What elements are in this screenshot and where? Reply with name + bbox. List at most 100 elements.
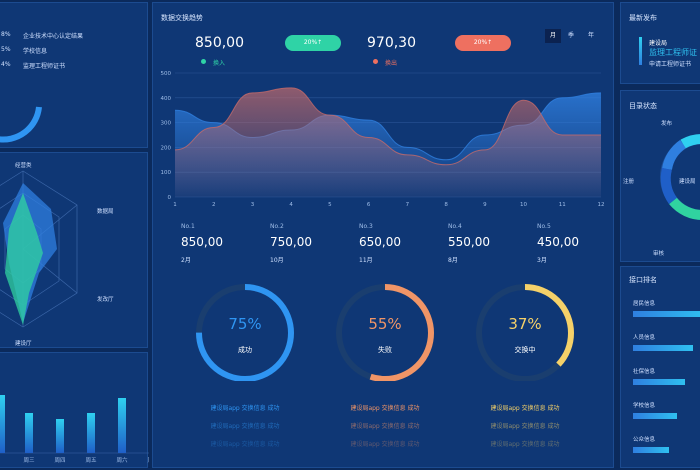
tab-month[interactable]: 月 [545,29,561,43]
radar-panel: 经营类 数据局 发改厅 建设厅 [0,152,148,348]
latest-org: 建设局 [649,40,668,47]
latest-panel: 最新发布 建设局 监理工程师证 申请工程师证书 [620,2,700,84]
rank-bar [633,447,669,453]
stat-value: 450,00 [537,235,579,249]
bar [25,413,33,453]
stat-rank: No.3 [359,223,373,230]
radar-label-3: 建设厅 [15,339,32,347]
gauge-label: 失败 [378,346,392,354]
latest-marker [639,37,642,65]
item-1-pct: 8% [1,31,11,38]
gauge-arc [476,284,574,381]
stat-rank: No.4 [448,223,462,230]
gauge-label: 交换中 [514,346,536,354]
gauges-row: 75% 成功 建设局app 交换信息 成功 建设局app 交换信息 成功 建设局… [153,281,615,461]
bar [56,419,64,453]
stat-value: 650,00 [359,235,401,249]
main-title: 数据交换趋势 [161,14,203,22]
bar [87,413,95,453]
main-panel: 数据交换趋势 850,00 20%↑ 970,30 20%↑ 月 季 年 换入 … [152,2,614,468]
bar-label: 周五 [85,457,97,464]
tab-year[interactable]: 年 [587,32,594,39]
status-org: 建设局 [679,177,696,185]
gauge-arc [336,284,434,381]
x-tick-label: 7 [406,202,410,208]
y-tick-label: 200 [161,145,172,151]
x-tick-label: 8 [444,202,448,208]
rank-bar [633,345,693,351]
latest-sub: 申请工程师证书 [649,61,692,68]
stat-month: 3月 [537,257,547,264]
x-tick-label: 4 [289,202,293,208]
stat-month: 2月 [181,257,191,264]
status-donut: 发布 注册 审核 建设局 [623,119,700,257]
radar-label-0: 经营类 [15,161,32,169]
bar-panel: 周三 周四 周五 周六 周日 [0,352,149,468]
x-tick-label: 11 [559,202,566,208]
gauge-ring [476,284,574,381]
out-value: 970,30 [367,35,416,51]
radar-label-2: 发改厅 [97,295,114,303]
y-tick-label: 300 [161,121,172,127]
radar-chart: 经营类 数据局 发改厅 建设厅 [0,161,114,347]
x-tick-label: 1 [173,202,177,208]
tab-quarter[interactable]: 季 [567,32,574,39]
legend-out-label: 换出 [385,60,398,67]
gauge-line-3: 建设局app 交换信息 成功 [350,441,420,448]
stats-row: No.1 850,00 2月 No.2 750,00 10月 No.3 650,00… [153,223,615,269]
gauge-line-2: 建设局app 交换信息 成功 [490,423,560,430]
x-tick-label: 10 [520,202,527,208]
x-tick-label: 3 [251,202,255,208]
gauge-ring [196,284,294,381]
item-2-label: 学校信息 [23,48,48,55]
radar-label-1: 数据局 [97,207,114,215]
stat-month: 8月 [448,257,458,264]
in-pill: 20%↑ [285,35,341,51]
stat-rank: No.2 [270,223,284,230]
in-value: 850,00 [195,35,244,51]
gauge-line-2: 建设局app 交换信息 成功 [350,423,420,430]
gauge-card: 55% 失败 建设局app 交换信息 成功 建设局app 交换信息 成功 建设局… [325,281,445,461]
bar-label: 周四 [54,457,65,464]
bar-chart: 周三 周四 周五 周六 周日 [0,395,149,464]
rank-panel: 接口排名 居民信息 人员信息 社保信息 学校信息 公众信息 [620,266,700,468]
gauge-card: 37% 交换中 建设局app 交换信息 成功 建设局app 交换信息 成功 建设… [465,281,585,461]
gauge-percent: 37% [508,315,542,333]
stat-rank: No.1 [181,223,195,230]
status-title: 目录状态 [629,102,657,110]
donut-arc [0,106,42,143]
rank-bar [633,413,677,419]
gauge-label: 成功 [238,346,252,354]
rank-list: 居民信息 人员信息 社保信息 学校信息 公众信息 [621,299,700,469]
rank-label: 学校信息 [633,403,656,409]
stat-value: 550,00 [448,235,490,249]
item-3-label: 监理工程师证书 [23,63,66,70]
bar [118,398,126,453]
bar-label: 周三 [23,457,35,464]
stat-value: 850,00 [181,235,223,249]
legend-in-label: 换入 [213,60,226,67]
latest-item[interactable]: 监理工程师证 [649,48,697,57]
out-pill: 20%↑ [455,35,511,51]
status-panel: 目录状态 发布 注册 审核 建设局 [620,90,700,262]
line-series-1 [174,87,601,166]
gauge-percent: 75% [228,315,262,333]
gauge-line-3: 建设局app 交换信息 成功 [490,441,560,448]
gauge-ring [336,284,434,381]
stat-month: 11月 [359,257,373,264]
radar-series-green [5,193,43,325]
rank-bar [633,379,685,385]
gauge-line-1: 建设局app 交换信息 成功 [210,405,280,412]
rank-label: 社保信息 [633,369,656,375]
item-3-pct: 4% [1,61,11,68]
x-tick-label: 5 [328,202,332,208]
status-label-0: 发布 [661,119,673,127]
x-tick-label: 12 [598,202,605,208]
y-tick-label: 0 [168,195,172,201]
left-top-panel: 8% 企业技术中心认定结果 5% 学校信息 4% 监理工程师证书 [0,2,148,148]
legend-out-dot [373,59,378,64]
rank-title: 接口排名 [629,276,657,284]
bar-label: 周日 [147,457,149,464]
rank-label: 人员信息 [633,335,656,341]
x-tick-label: 9 [483,202,487,208]
